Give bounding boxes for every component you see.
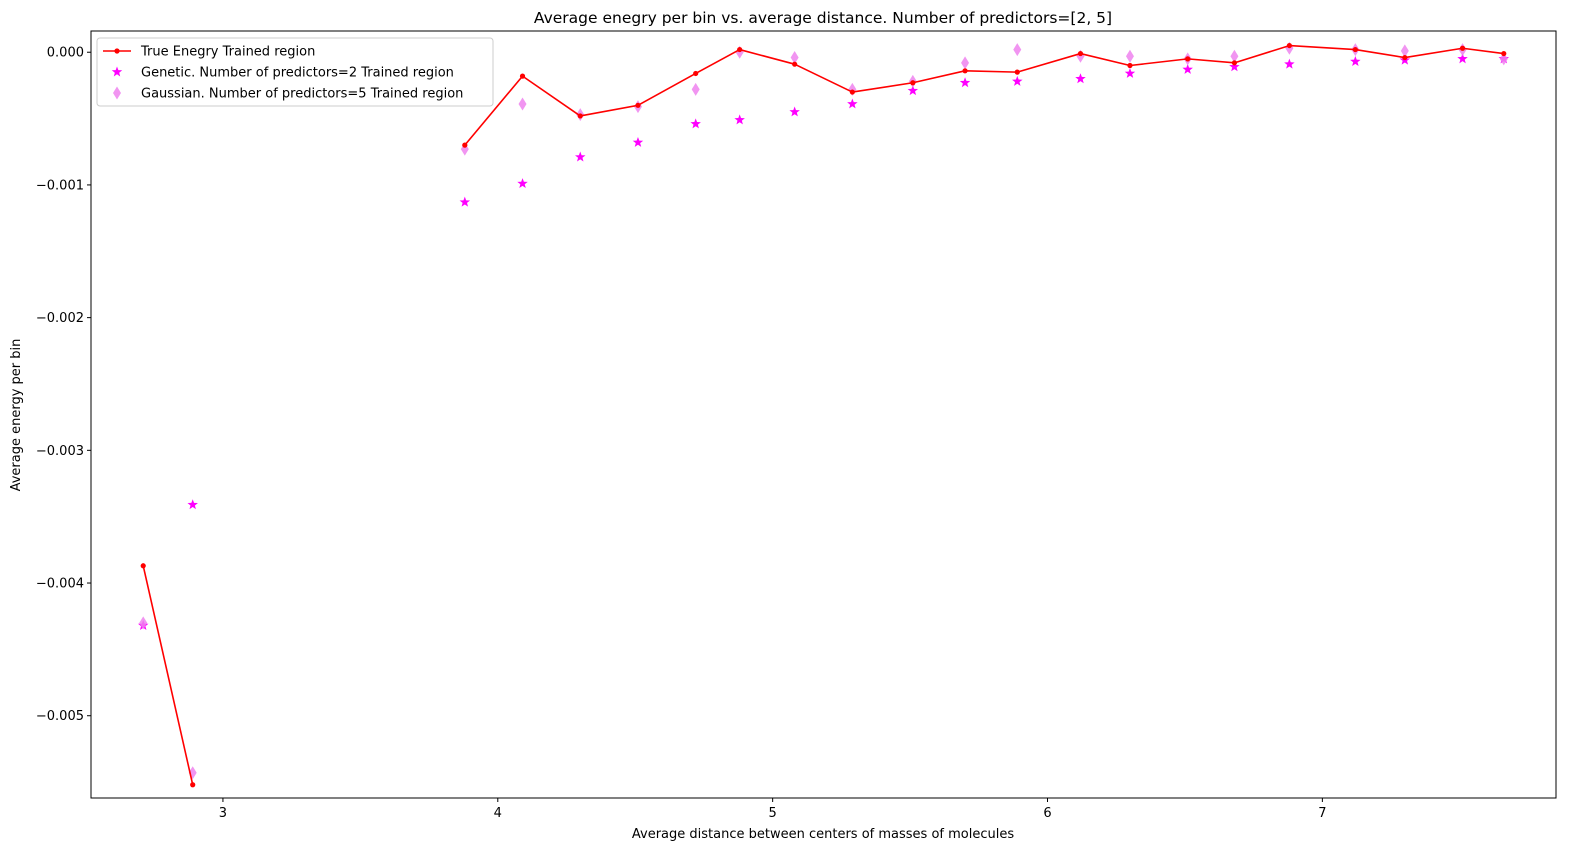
true-energy-point xyxy=(1459,45,1466,51)
genetic-point xyxy=(187,499,198,510)
gaussian-point xyxy=(790,51,799,65)
axes-frame xyxy=(90,30,1557,799)
gaussian-point xyxy=(691,82,700,96)
genetic-point xyxy=(690,118,701,129)
x-axis-label: Average distance between centers of mass… xyxy=(632,827,1014,842)
series-thin_diamond xyxy=(139,41,1508,780)
gaussian-point xyxy=(1499,52,1508,66)
y-axis-label: Average energy per bin xyxy=(9,339,24,492)
gaussian-point xyxy=(1013,43,1022,57)
true-energy-point xyxy=(1077,50,1084,57)
legend-marker xyxy=(111,66,123,77)
x-tick-label: 3 xyxy=(219,806,227,821)
legend-box xyxy=(96,37,494,107)
true-energy-point xyxy=(577,113,583,119)
true-energy-point xyxy=(1014,69,1020,75)
true-energy-point xyxy=(849,89,855,95)
true-energy-point xyxy=(910,80,916,86)
genetic-point xyxy=(1075,73,1086,84)
legend: True Enegry Trained region Genetic. Numbe… xyxy=(96,37,494,107)
genetic-point xyxy=(517,178,528,189)
y-axis: 0.000 −0.001 −0.002 −0.003 −0.004 −0.005 xyxy=(36,46,91,724)
true-energy-line xyxy=(464,44,1504,146)
legend-marker xyxy=(113,86,121,100)
true-energy-line xyxy=(142,565,194,785)
gaussian-point xyxy=(961,56,970,70)
plot-area xyxy=(137,41,1510,788)
true-energy-point xyxy=(962,68,968,74)
true-energy-point xyxy=(635,102,641,108)
genetic-point xyxy=(1284,58,1295,69)
genetic-point xyxy=(847,98,858,109)
chart-title: Average enegry per bin vs. average dista… xyxy=(534,9,1112,27)
genetic-point xyxy=(907,85,919,96)
gaussian-point xyxy=(1400,44,1409,58)
true-energy-point xyxy=(462,142,468,148)
true-energy-point xyxy=(1185,56,1191,62)
x-tick-label: 6 xyxy=(1043,806,1051,821)
genetic-point xyxy=(1012,75,1023,86)
true-energy-point xyxy=(792,61,798,67)
genetic-point xyxy=(459,196,471,207)
gaussian-point xyxy=(1125,49,1134,63)
true-energy-point xyxy=(140,563,146,569)
genetic-point xyxy=(789,106,800,117)
legend-marker xyxy=(114,48,120,54)
true-energy-point xyxy=(1127,62,1133,69)
genetic-point xyxy=(575,151,586,162)
x-tick-label: 5 xyxy=(769,806,777,821)
true-energy-point xyxy=(190,782,196,788)
gaussian-point xyxy=(139,616,148,630)
genetic-point xyxy=(959,77,971,88)
true-energy-point xyxy=(1402,54,1408,61)
genetic-point xyxy=(734,114,745,125)
gaussian-point xyxy=(1230,49,1239,63)
y-tick-label: −0.002 xyxy=(36,311,84,326)
true-energy-point xyxy=(1286,42,1292,49)
true-energy-point xyxy=(693,70,699,77)
y-tick-label: −0.003 xyxy=(36,444,84,459)
y-tick-label: −0.004 xyxy=(36,577,84,592)
genetic-point xyxy=(1182,63,1193,74)
y-tick-label: 0.000 xyxy=(47,46,84,61)
genetic-point xyxy=(632,136,644,147)
x-axis: 3 4 5 6 7 xyxy=(219,798,1327,821)
true-energy-point xyxy=(1231,60,1238,66)
legend-label: Genetic. Number of predictors=2 Trained … xyxy=(141,66,454,81)
genetic-point xyxy=(1229,61,1240,72)
true-energy-point xyxy=(1501,50,1507,57)
y-tick-label: −0.005 xyxy=(36,709,84,724)
true-energy-point xyxy=(737,46,743,53)
gaussian-point xyxy=(518,97,527,111)
x-tick-label: 4 xyxy=(494,806,502,821)
y-tick-label: −0.001 xyxy=(36,178,84,193)
true-energy-point xyxy=(519,73,526,79)
series-dot xyxy=(140,42,1507,788)
genetic-point xyxy=(1350,56,1361,66)
x-tick-label: 7 xyxy=(1318,806,1326,821)
legend-label: True Enegry Trained region xyxy=(140,45,315,60)
series-star xyxy=(137,53,1510,630)
genetic-point xyxy=(1124,67,1136,78)
genetic-point xyxy=(1457,53,1468,64)
legend-label: Gaussian. Number of predictors=5 Trained… xyxy=(141,87,463,102)
true-energy-point xyxy=(1352,46,1358,53)
